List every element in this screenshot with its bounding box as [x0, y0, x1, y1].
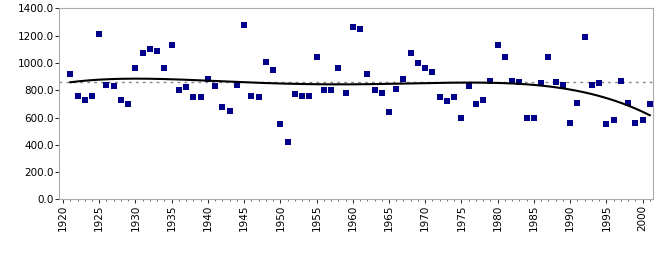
Point [319, 88, 329, 93]
Point [529, 115, 539, 120]
Point [341, 91, 351, 95]
Point [333, 66, 344, 71]
Point [65, 72, 75, 76]
Point [485, 78, 496, 83]
Point [398, 77, 409, 81]
Point [145, 47, 155, 52]
Point [391, 87, 401, 91]
Point [471, 102, 481, 106]
Point [297, 93, 308, 98]
Point [616, 78, 626, 83]
Point [412, 61, 423, 65]
Point [536, 81, 546, 86]
Point [521, 115, 532, 120]
Point [348, 25, 358, 30]
Point [224, 109, 235, 113]
Point [217, 104, 228, 109]
Point [94, 32, 104, 37]
Point [594, 81, 605, 86]
Point [456, 115, 467, 120]
Point [543, 55, 554, 60]
Point [405, 51, 416, 56]
Point [572, 100, 583, 105]
Point [261, 59, 271, 64]
Point [630, 121, 641, 125]
Point [282, 140, 293, 144]
Point [137, 51, 148, 56]
Point [312, 55, 322, 60]
Point [449, 95, 459, 99]
Point [565, 121, 576, 125]
Point [420, 66, 430, 71]
Point [500, 55, 510, 60]
Point [623, 100, 634, 105]
Point [253, 95, 264, 99]
Point [195, 95, 206, 99]
Point [72, 93, 82, 98]
Point [108, 84, 119, 88]
Point [210, 84, 220, 88]
Point [587, 83, 597, 87]
Point [369, 88, 380, 93]
Point [275, 122, 286, 127]
Point [115, 98, 126, 102]
Point [442, 99, 452, 103]
Point [326, 88, 337, 93]
Point [427, 70, 438, 75]
Point [558, 83, 568, 87]
Point [166, 43, 177, 47]
Point [362, 72, 372, 76]
Point [239, 22, 249, 27]
Point [507, 78, 517, 83]
Point [354, 27, 365, 31]
Point [376, 91, 387, 95]
Point [638, 118, 648, 122]
Point [130, 66, 141, 71]
Point [550, 80, 561, 84]
Point [181, 85, 191, 90]
Point [304, 93, 315, 98]
Point [86, 93, 97, 98]
Point [232, 83, 242, 87]
Point [463, 84, 474, 88]
Point [579, 35, 590, 39]
Point [123, 102, 133, 106]
Point [203, 77, 213, 81]
Point [514, 80, 525, 84]
Point [174, 88, 184, 93]
Point [645, 102, 655, 106]
Point [609, 118, 619, 122]
Point [383, 110, 394, 114]
Point [601, 122, 612, 127]
Point [152, 48, 162, 53]
Point [246, 93, 257, 98]
Point [79, 98, 90, 102]
Point [159, 66, 170, 71]
Point [492, 43, 503, 47]
Point [434, 95, 445, 99]
Point [290, 92, 300, 97]
Point [188, 95, 199, 99]
Point [478, 98, 488, 102]
Point [268, 68, 279, 72]
Point [101, 83, 112, 87]
